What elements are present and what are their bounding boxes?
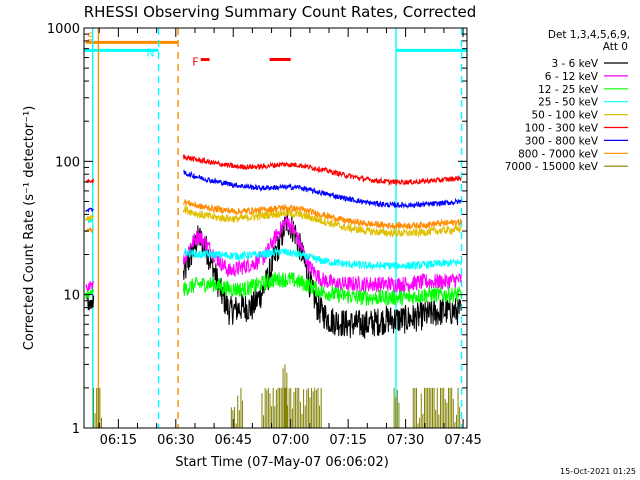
legend-label-25-50-kev: 25 - 50 keV bbox=[538, 97, 599, 109]
chart-title: RHESSI Observing Summary Count Rates, Co… bbox=[84, 3, 477, 21]
legend-label-12-25-kev: 12 - 25 keV bbox=[538, 84, 599, 96]
series-50-100-kev bbox=[85, 205, 462, 238]
x-tick-label: 07:15 bbox=[329, 433, 366, 448]
legend-label-100-300-kev: 100 - 300 keV bbox=[525, 123, 599, 135]
y-tick-label: 100 bbox=[55, 155, 80, 170]
legend-header-2: Att 0 bbox=[603, 41, 628, 53]
legend-label-7000-15000-kev: 7000 - 15000 keV bbox=[505, 161, 599, 173]
flag-label-n: N bbox=[146, 46, 154, 59]
series-trace-3-6-kev bbox=[182, 210, 462, 339]
flag-label-s: S bbox=[87, 30, 94, 43]
x-tick-label: 06:45 bbox=[215, 433, 252, 448]
series-300-800-kev bbox=[85, 169, 462, 213]
series-trace-50-100-kev bbox=[182, 205, 462, 238]
x-tick-label: 06:30 bbox=[157, 433, 194, 448]
series-trace-25-50-kev bbox=[183, 246, 462, 271]
footer-date: 15-Oct-2021 01:25 bbox=[560, 467, 636, 476]
series-trace-800-7000-kev bbox=[182, 199, 462, 230]
series-pre-trace-50-100-kev bbox=[85, 214, 95, 222]
series-trace-6-12-kev bbox=[182, 214, 462, 293]
x-tick-label: 07:45 bbox=[444, 433, 481, 448]
y-tick-label: 1000 bbox=[47, 22, 80, 37]
legend-label-50-100-kev: 50 - 100 keV bbox=[531, 110, 598, 122]
series-pre-trace-100-300-kev bbox=[85, 178, 95, 185]
series-trace-12-25-kev bbox=[182, 272, 462, 307]
y-axis-label: Corrected Count Rate (s⁻¹ detector⁻¹) bbox=[22, 106, 37, 351]
y-tick-label: 10 bbox=[63, 289, 80, 304]
axis-ticks: 06:15 06:30 06:45 07:00 07:15 07:30 07:45 1 10 10… bbox=[47, 22, 482, 448]
legend-label-800-7000-kev: 800 - 7000 keV bbox=[518, 148, 599, 160]
x-tick-label: 07:00 bbox=[272, 433, 309, 448]
x-tick-label: 07:30 bbox=[387, 433, 424, 448]
flag-label-f: F bbox=[192, 56, 198, 69]
series-trace-100-300-kev bbox=[182, 153, 462, 187]
legend-label-6-12-kev: 6 - 12 keV bbox=[545, 71, 599, 83]
plot-frame bbox=[83, 27, 468, 429]
legend-label-300-800-kev: 300 - 800 keV bbox=[525, 135, 599, 147]
y-tick-label: 1 bbox=[72, 422, 80, 437]
series-pre-trace-6-12-kev bbox=[85, 280, 95, 292]
series-traces bbox=[85, 153, 462, 428]
series-7000-15000-kev bbox=[92, 364, 461, 428]
series-100-300-kev bbox=[85, 153, 462, 187]
legend-header-1: Det 1,3,4,5,6,9, bbox=[548, 29, 630, 41]
x-axis-label: Start Time (07-May-07 06:06:02) bbox=[175, 455, 389, 470]
x-tick-label: 06:15 bbox=[100, 433, 137, 448]
series-6-12-kev bbox=[85, 214, 462, 293]
legend-label-3-6-kev: 3 - 6 keV bbox=[551, 58, 598, 70]
series-pre-trace-300-800-kev bbox=[85, 207, 94, 213]
observing-flags: S N F bbox=[84, 30, 467, 69]
series-trace-300-800-kev bbox=[183, 169, 462, 210]
